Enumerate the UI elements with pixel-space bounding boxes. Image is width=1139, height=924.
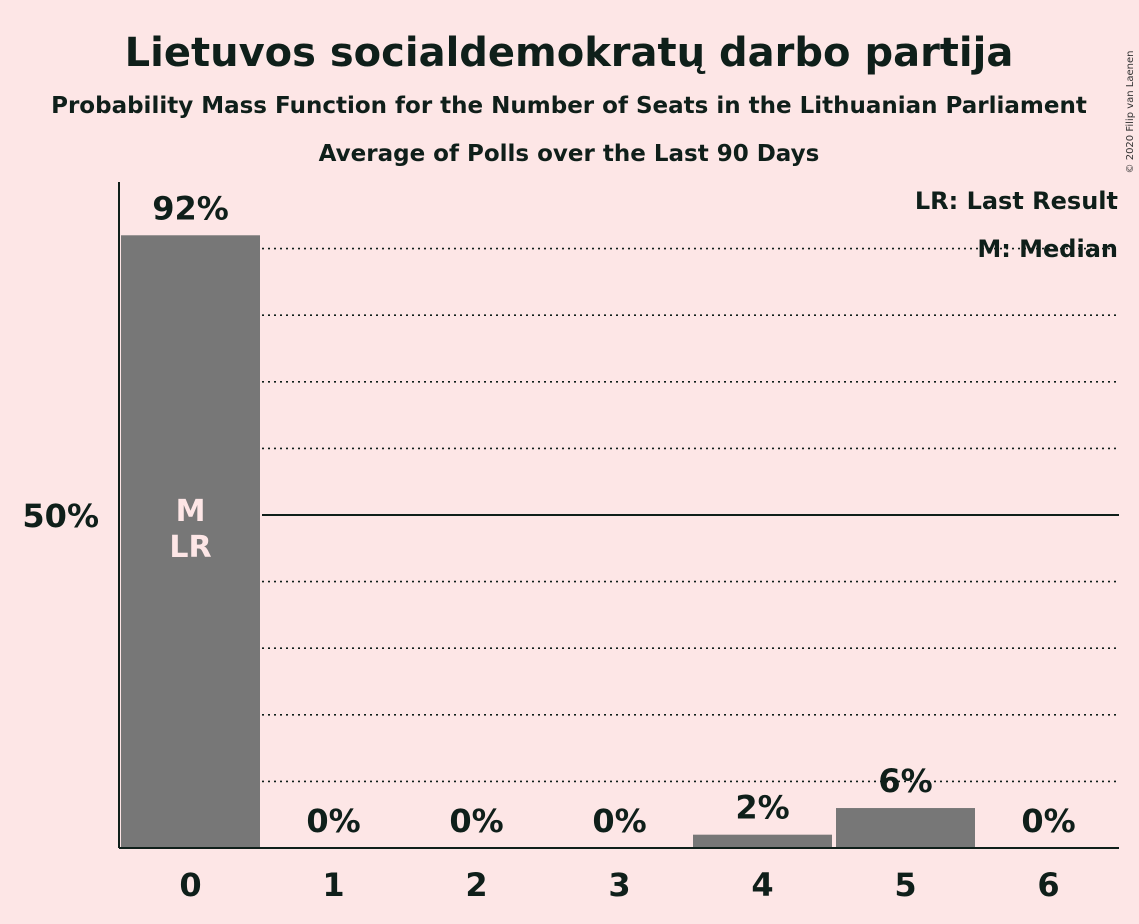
- x-tick-5: 5: [894, 866, 916, 904]
- value-label-0: 92%: [152, 189, 229, 227]
- x-tick-0: 0: [179, 866, 201, 904]
- x-tick-4: 4: [751, 866, 773, 904]
- chart-subtitle: Probability Mass Function for the Number…: [51, 93, 1087, 119]
- legend-entry: M: Median: [977, 235, 1118, 263]
- bar-4: [693, 834, 832, 848]
- legend: LR: Last Result M: Median: [915, 187, 1118, 263]
- value-label-4: 2%: [735, 789, 789, 827]
- chart-subtitle-2: Average of Polls over the Last 90 Days: [319, 141, 820, 167]
- copyright-notice: © 2020 Filip van Laenen: [1125, 51, 1136, 174]
- grid-lines: [262, 247, 1119, 783]
- bar-marker-m: M: [176, 494, 206, 529]
- bars: [121, 235, 975, 848]
- x-tick-1: 1: [322, 866, 344, 904]
- chart-title: Lietuvos socialdemokratų darbo partija: [125, 30, 1014, 76]
- x-tick-labels: 0 1 2 3 4 5 6: [179, 866, 1059, 904]
- value-labels: 92% MLR 0% 0% 0% 2% 6% 0%: [152, 189, 1075, 840]
- value-label-1: 0%: [306, 802, 360, 840]
- bar-0: [121, 235, 260, 848]
- x-tick-2: 2: [465, 866, 487, 904]
- value-label-2: 0%: [449, 802, 503, 840]
- x-tick-3: 3: [608, 866, 630, 904]
- value-label-6: 0%: [1021, 802, 1075, 840]
- bar-5: [836, 808, 975, 848]
- bar-marker-lr: LR: [169, 530, 211, 565]
- y-tick-labels: 50%: [22, 497, 99, 535]
- x-tick-6: 6: [1037, 866, 1059, 904]
- value-label-3: 0%: [592, 802, 646, 840]
- legend-entry: LR: Last Result: [915, 187, 1118, 215]
- y-tick-50: 50%: [22, 497, 99, 535]
- value-label-5: 6%: [878, 762, 932, 800]
